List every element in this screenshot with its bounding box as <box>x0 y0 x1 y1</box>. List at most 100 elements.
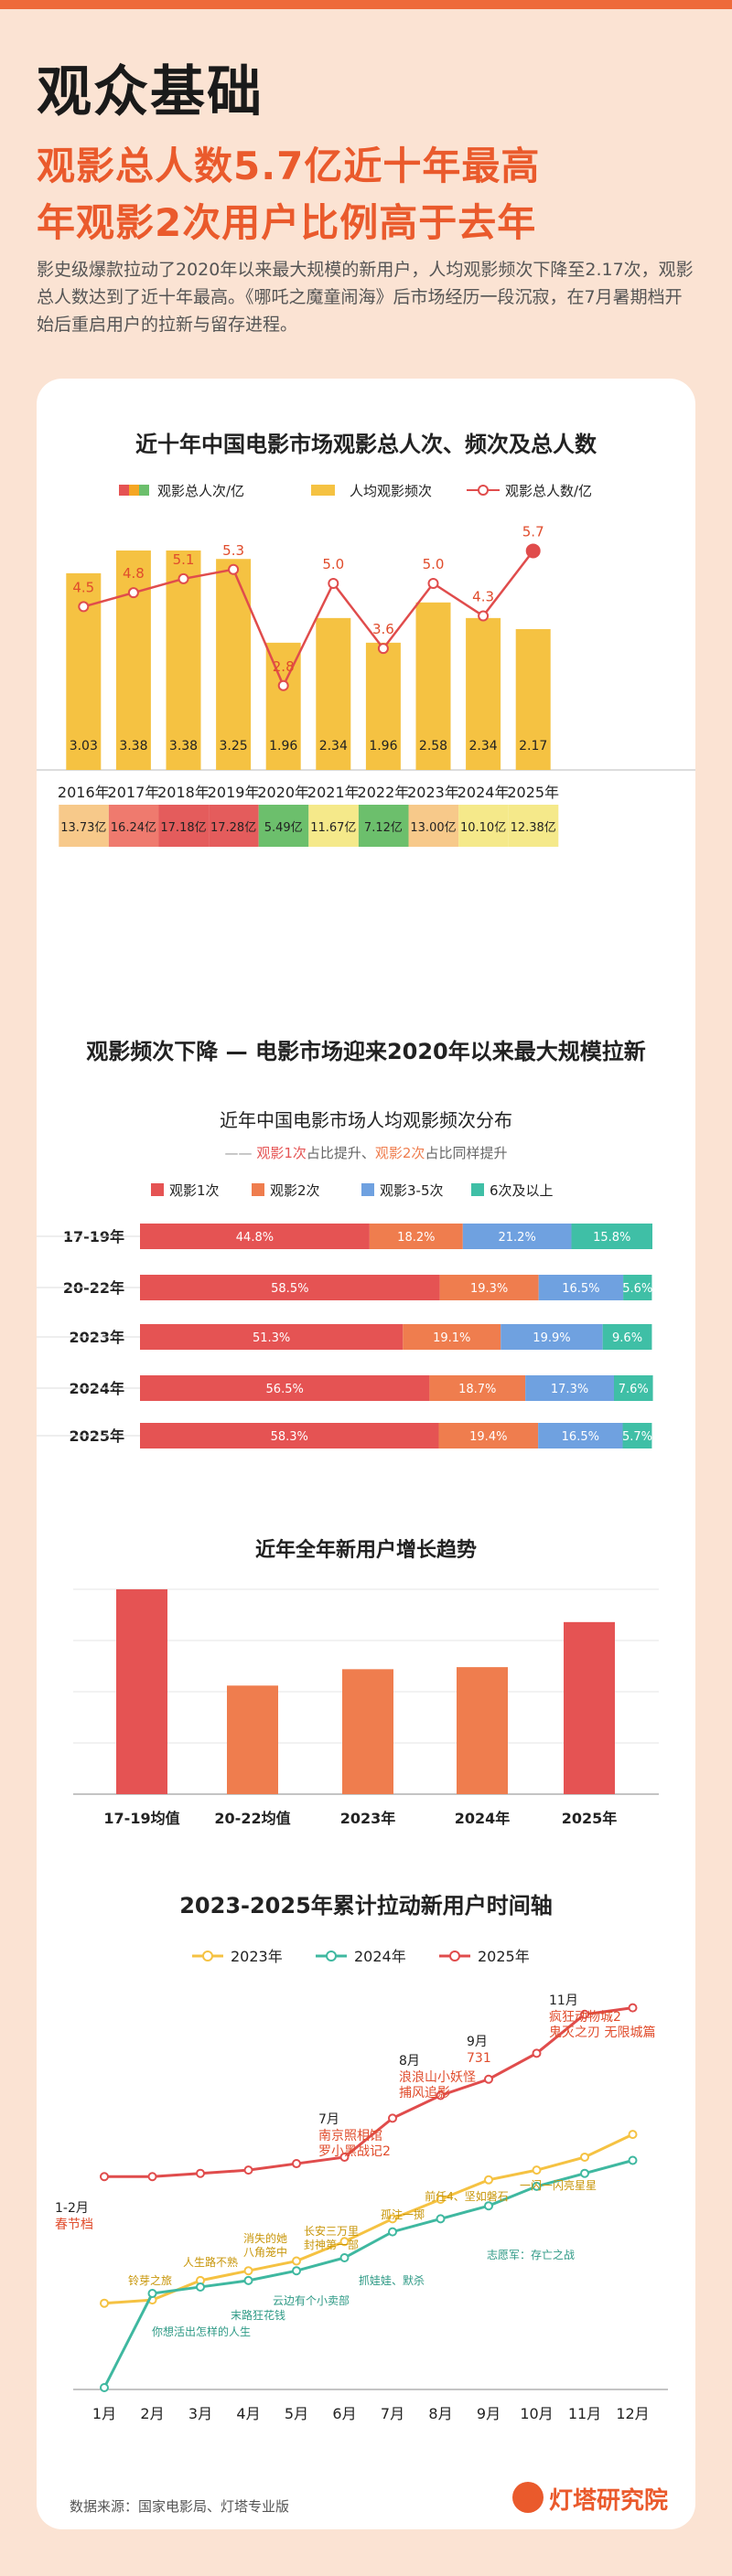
legend-label: 观影总人数/亿 <box>505 483 592 499</box>
x-tick-label: 2020年 <box>257 784 309 801</box>
timeline-point <box>339 2152 350 2162</box>
audience-total-label: 4.5 <box>72 579 94 595</box>
timeline-point <box>484 2175 493 2185</box>
frequency-distribution-svg: 观影频次下降 — 电影市场迎来2020年以来最大规模拉新近年中国电影市场人均观影… <box>37 1039 659 1827</box>
stacked-bar-segment <box>140 1423 439 1448</box>
total-admissions-cell <box>59 805 109 847</box>
highlight-month: 7月 <box>318 2112 339 2127</box>
timeline-point <box>388 2214 397 2224</box>
frequency-bar-label: 1.96 <box>369 739 397 754</box>
frequency-bar-label: 2.34 <box>319 739 348 754</box>
frequency-bar <box>166 550 201 770</box>
audience-total-label: 5.7 <box>522 523 544 540</box>
stacked-bar-segment <box>623 1275 652 1300</box>
chart-new-user-timeline: 2023-2025年累计拉动新用户时间轴 2023年 2024年 2025年 1月 2月 3… <box>37 1860 695 2482</box>
x-tick-label: 2024年 <box>458 784 510 801</box>
stacked-bar-segment <box>369 1224 463 1249</box>
stacked-bar-segment <box>614 1375 653 1401</box>
timeline-point <box>580 2168 589 2178</box>
legend-label: 观影1次 <box>169 1182 220 1199</box>
legend-line-marker <box>326 1951 337 1961</box>
new-user-timeline-svg: 2023-2025年累计拉动新用户时间轴 2023年 2024年 2025年 1月 2月 3… <box>55 1893 668 2422</box>
frequency-bar-label: 3.38 <box>119 739 147 754</box>
frequency-bar-label: 3.03 <box>70 739 98 754</box>
film-annotation-2024: 你想活出怎样的人生 <box>152 2325 251 2338</box>
stacked-bar-segment <box>140 1375 430 1401</box>
audience-total-point <box>127 587 139 599</box>
highlight-films: 南京照相馆罗小黑战记2 <box>318 2129 391 2159</box>
timeline-point <box>243 2165 253 2175</box>
total-admissions-label: 16.24亿 <box>111 821 156 835</box>
highlight-films: 731 <box>467 2051 491 2066</box>
segment-label: 17.3% <box>551 1383 588 1396</box>
x-tick-label: 10月 <box>520 2405 553 2422</box>
segment-label: 44.8% <box>236 1231 274 1245</box>
timeline-point <box>484 2201 493 2211</box>
x-tick-label: 2018年 <box>157 784 210 801</box>
x-tick-label: 2017年 <box>108 784 160 801</box>
segment-label: 5.6% <box>622 1282 652 1296</box>
film-annotation-2023: 一闪一闪亮星星 <box>520 2178 597 2192</box>
film-annotation-2024: 云边有个小卖部 <box>273 2293 350 2307</box>
highlight-films: 浪浪山小妖怪捕风追影 <box>399 2070 476 2100</box>
chart-subtitle: —— 观影1次占比提升、观影2次占比同样提升 <box>225 1145 508 1161</box>
frequency-bar <box>115 550 151 770</box>
timeline-series-line <box>104 2006 633 2178</box>
stacked-bar-segment <box>622 1423 652 1448</box>
headline-line-1: 观影总人数5.7亿近十年最高 <box>37 144 541 188</box>
total-admissions-cell <box>458 805 509 847</box>
x-tick-label: 2025年 <box>507 784 559 801</box>
chart-title: 近年中国电影市场人均观影频次分布 <box>220 1109 512 1131</box>
audience-total-point <box>178 572 189 584</box>
x-tick-label: 2023年 <box>340 1810 396 1827</box>
total-admissions-cell <box>508 805 559 847</box>
legend-swatch <box>252 1183 264 1196</box>
section-title: 观影频次下降 — 电影市场迎来2020年以来最大规模拉新 <box>86 1039 646 1064</box>
segment-label: 58.5% <box>271 1282 308 1296</box>
frequency-bar-label: 2.58 <box>419 739 447 754</box>
total-admissions-cell <box>258 805 309 847</box>
audience-total-point <box>277 679 289 691</box>
highlight-month: 1-2月 <box>55 2201 89 2216</box>
timeline-point <box>436 2214 446 2224</box>
stacked-bar-segment <box>602 1324 652 1350</box>
total-admissions-cell <box>408 805 459 847</box>
audience-total-label: 3.6 <box>372 621 394 637</box>
frequency-bar-label: 3.25 <box>220 739 248 754</box>
segment-label: 16.5% <box>562 1430 599 1444</box>
timeline-point <box>147 2172 157 2182</box>
total-admissions-label: 13.73亿 <box>60 821 106 835</box>
legend-line-marker <box>478 485 489 496</box>
audience-total-point <box>228 563 240 575</box>
legend-label: 观影总人次/亿 <box>157 483 244 499</box>
new-user-bar <box>116 1589 167 1794</box>
x-tick-label: 2月 <box>140 2405 164 2422</box>
film-annotation-2023: 长安三万里封神第一部 <box>304 2224 359 2251</box>
content-card: 近十年中国电影市场观影总人次、频次及总人数 观影总人次/亿 人均观影频次 观影总人数/… <box>37 379 695 2529</box>
segment-label: 19.1% <box>433 1331 470 1345</box>
x-tick-label: 12月 <box>616 2405 649 2422</box>
new-user-bar <box>227 1685 278 1794</box>
segment-label: 18.7% <box>458 1383 496 1396</box>
segment-label: 19.4% <box>469 1430 507 1444</box>
segment-label: 16.5% <box>562 1282 599 1296</box>
legend-line-marker <box>202 1951 213 1961</box>
x-tick-label: 1月 <box>92 2405 116 2422</box>
brand-name: 灯塔研究院 <box>549 2487 669 2515</box>
x-tick-label: 9月 <box>477 2405 501 2422</box>
legend-swatch <box>129 485 139 496</box>
segment-label: 51.3% <box>253 1331 290 1345</box>
segment-label: 5.7% <box>622 1430 652 1444</box>
timeline-point <box>243 2266 253 2276</box>
legend-label: 2023年 <box>231 1948 283 1965</box>
timeline-point <box>436 2090 446 2100</box>
stacked-bar-segment <box>538 1275 624 1300</box>
legend-label: 人均观影频次 <box>350 483 432 499</box>
film-annotation-2024: 志愿军：存亡之战 <box>487 2249 575 2261</box>
x-tick-label: 2019年 <box>208 784 260 801</box>
audience-total-label: 5.3 <box>222 542 244 559</box>
frequency-bar <box>365 642 401 770</box>
total-admissions-cell <box>308 805 359 847</box>
timeline-point <box>388 2113 397 2123</box>
